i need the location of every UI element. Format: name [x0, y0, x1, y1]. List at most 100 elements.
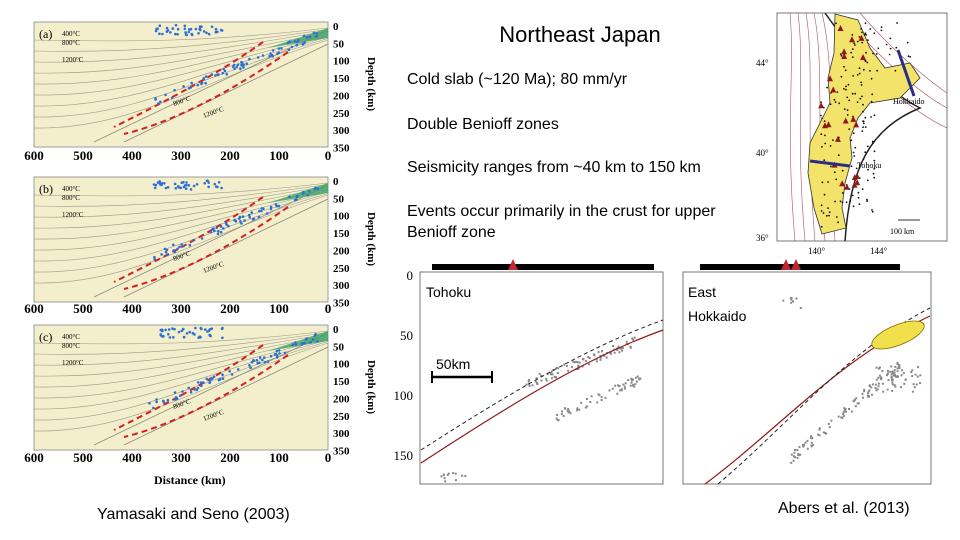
map-event-dot: [850, 165, 853, 168]
map-volcano-icon: [843, 183, 850, 190]
earthquake-dot: [187, 386, 190, 390]
earthquake-dot: [311, 338, 315, 341]
map-event-dot: [862, 126, 864, 129]
event-marker: [850, 410, 853, 413]
lower-dashed-boundary: [123, 51, 289, 135]
event-marker: [578, 408, 581, 411]
earthquake-dot: [269, 354, 273, 358]
isotherm-line: [33, 185, 329, 218]
event-marker: [782, 299, 785, 302]
map-event-dot: [828, 214, 830, 217]
earthquake-dot: [184, 187, 188, 190]
slab-tip-fill: [268, 331, 328, 351]
isotherm-line: [33, 35, 329, 96]
event-marker: [534, 380, 537, 383]
earthquake-dot: [193, 388, 196, 391]
earthquake-dot: [300, 343, 304, 346]
earthquake-dot: [202, 30, 206, 33]
earthquake-dot: [240, 63, 243, 67]
earthquake-dot: [297, 38, 300, 42]
earthquake-dot: [163, 182, 166, 185]
earthquake-dot: [200, 82, 203, 86]
isotherm-line: [33, 182, 329, 197]
earthquake-dot: [158, 24, 162, 28]
map-event-dot: [860, 81, 863, 84]
earthquake-dot: [199, 381, 203, 384]
isotherm-line: [33, 184, 329, 207]
seismicity-dots: [152, 179, 320, 261]
y-tick-label: 250: [333, 411, 350, 423]
isotherm-line: [33, 27, 329, 42]
earthquake-dot: [173, 88, 176, 92]
event-marker: [566, 409, 569, 412]
earthquake-dot: [173, 327, 176, 331]
event-marker: [857, 402, 860, 405]
earthquake-dot: [148, 402, 151, 405]
map-event-dot: [851, 48, 854, 50]
isotherm-label: 400°C: [62, 185, 80, 193]
earthquake-dot: [245, 62, 248, 65]
event-marker: [557, 367, 560, 370]
event-marker: [576, 361, 579, 364]
x-tick-label: 400: [122, 301, 142, 316]
event-marker: [581, 358, 584, 361]
earthquake-dot: [242, 66, 245, 69]
event-marker: [868, 395, 871, 398]
hokkaido-label: Hokkaido: [688, 308, 747, 324]
event-marker: [536, 382, 539, 385]
panel-label: (a): [39, 27, 52, 41]
event-marker: [584, 406, 587, 409]
x-tick-label: 600: [24, 450, 44, 465]
earthquake-dot: [204, 75, 208, 78]
map-event-dot: [854, 146, 857, 149]
event-marker: [636, 375, 639, 378]
earthquake-dot: [154, 98, 157, 101]
earthquake-dot: [248, 215, 251, 219]
event-marker: [538, 372, 541, 375]
isotherm-label: 800°C: [62, 194, 80, 202]
map-event-dot: [864, 60, 867, 63]
map-event-dot: [870, 116, 872, 118]
map-event-dot: [866, 61, 869, 64]
event-marker: [525, 383, 528, 386]
earthquake-dot: [268, 54, 271, 58]
map-event-dot: [861, 188, 864, 191]
earthquake-dot: [180, 243, 183, 246]
map-volcano-icon: [858, 34, 865, 41]
event-marker: [623, 385, 626, 388]
earthquake-dot: [315, 35, 318, 38]
event-marker: [890, 375, 893, 378]
map-volcano-icon: [854, 179, 861, 186]
earthquake-dot: [207, 185, 210, 189]
x-tick-label: 500: [73, 450, 93, 465]
event-marker: [862, 396, 864, 399]
map-event-dot: [861, 41, 864, 44]
map-event-dot: [840, 75, 843, 78]
event-marker: [878, 367, 880, 370]
event-marker: [886, 388, 889, 391]
map-event-dot: [821, 181, 824, 184]
y-tick-label: 100: [333, 359, 350, 371]
event-marker: [810, 436, 812, 439]
event-marker: [629, 346, 632, 349]
event-marker: [878, 374, 881, 377]
map-event-dot: [869, 70, 871, 72]
earthquake-dot: [257, 215, 261, 219]
map-event-dot: [823, 120, 826, 122]
earthquake-dot: [164, 250, 168, 254]
earthquake-dot: [164, 186, 168, 190]
event-marker: [793, 451, 796, 454]
earthquake-dot: [173, 398, 177, 401]
earthquake-dot: [223, 69, 227, 73]
map-volcano-icon: [834, 135, 841, 142]
earthquake-dot: [164, 93, 167, 97]
map-event-dot: [829, 145, 832, 147]
event-marker: [590, 395, 593, 398]
lon-label-140: 140°: [808, 246, 826, 256]
map-event-dot: [865, 51, 867, 54]
earthquake-dot: [213, 182, 216, 186]
earthquake-dot: [196, 386, 200, 390]
map-event-dot: [857, 196, 860, 199]
upper-dashed-boundary: [113, 41, 264, 128]
earthquake-dot: [290, 45, 294, 49]
